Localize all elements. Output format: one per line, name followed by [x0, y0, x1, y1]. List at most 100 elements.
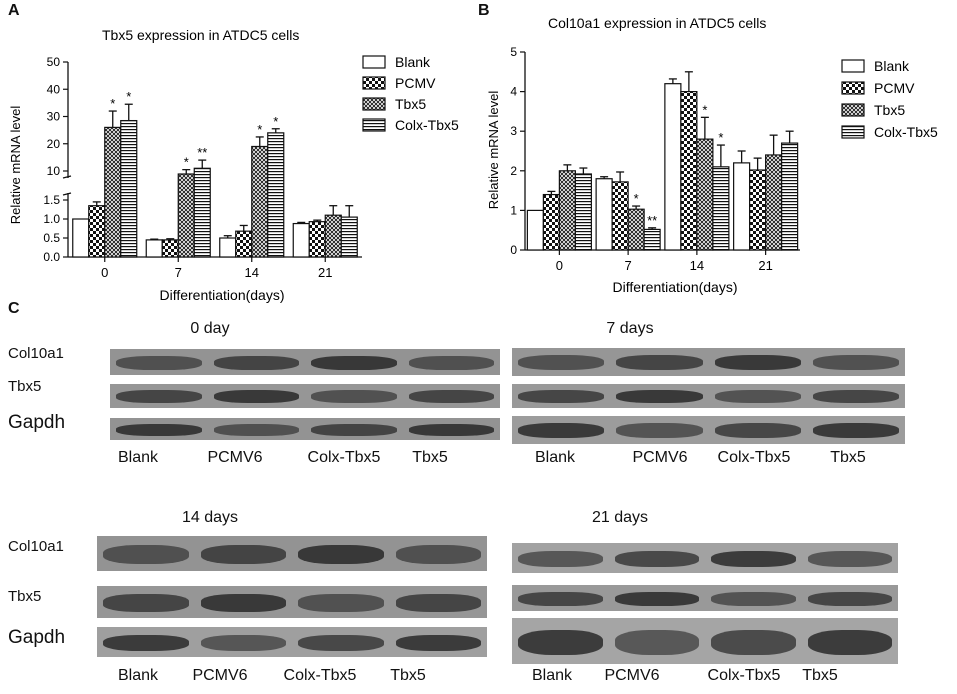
blot-lane-label: Tbx5 [802, 667, 838, 684]
chart-a-legend-swatch [362, 97, 386, 111]
chart-a-bar [251, 145, 269, 258]
blot-band [213, 390, 299, 404]
chart-a-bar [145, 239, 163, 258]
chart-b-bar [749, 169, 767, 251]
chart-b-title: Col10a1 expression in ATDC5 cells [548, 15, 766, 31]
blot-strip [97, 586, 487, 618]
blot-lane-label: Blank [117, 449, 159, 466]
blot-row-label: Col10a1 [8, 345, 64, 362]
chart-a-axis-break-mark [62, 192, 72, 196]
blot-band [518, 390, 605, 404]
blot-lane-label: Blank [117, 667, 159, 684]
chart-a-xlabel: Differentiation(days) [159, 287, 284, 303]
chart-b-bar [712, 166, 730, 251]
chart-b-bar [611, 181, 629, 251]
blot-title: 21 days [591, 509, 649, 526]
chart-b-legend-swatch [841, 125, 865, 139]
chart-b-ytick-label: 3 [510, 124, 517, 138]
blot-lane-label: Tbx5 [412, 449, 448, 466]
chart-b-legend-label: Tbx5 [874, 102, 905, 118]
chart-a-ytick-label: 1.5 [43, 193, 60, 207]
chart-b-bar [558, 170, 576, 251]
blot-band [200, 544, 286, 564]
chart-b-ytick-label: 5 [510, 45, 517, 59]
blot-band [812, 390, 899, 404]
chart-a-legend-swatch [362, 118, 386, 132]
blot-row-label: Gapdh [8, 627, 66, 648]
chart-b-bar [733, 162, 751, 251]
blot-lane-label: PCMV6 [192, 667, 248, 684]
blot-title: 0 day [190, 320, 230, 337]
chart-b-ytick-label: 0 [510, 243, 517, 257]
blot-lane-label: Colx-Tbx5 [707, 667, 781, 684]
chart-b-bar [627, 208, 645, 251]
chart-a-axis-break-gap [64, 178, 72, 193]
blot-strip [512, 348, 905, 376]
chart-b-significance-mark: * [634, 191, 639, 206]
blot-lane-label: Colx-Tbx5 [307, 449, 381, 466]
chart-a-bar [193, 167, 211, 258]
chart-a-bar [308, 221, 326, 258]
blot-lane-label: Tbx5 [830, 449, 866, 466]
blot-band [616, 390, 703, 404]
chart-a-bar [120, 119, 138, 258]
blot-band [408, 355, 494, 370]
chart-a-legend-label: Colx-Tbx5 [395, 117, 459, 133]
blot-band [614, 550, 699, 567]
chart-a-bar [161, 239, 179, 258]
chart-b-significance-mark: ** [647, 213, 657, 228]
chart-a-significance-mark: * [273, 114, 278, 129]
chart-b-bar [643, 228, 661, 251]
blot-band [116, 355, 202, 370]
blot-band [812, 355, 899, 371]
blot-row-label: Tbx5 [8, 378, 42, 395]
blot-band [103, 634, 189, 651]
chart-a-bar [324, 214, 342, 258]
blot-band [298, 634, 384, 651]
chart-a-bar [235, 230, 253, 258]
blot-strip [512, 543, 898, 573]
blot-band [200, 634, 286, 651]
chart-a-bar [267, 132, 285, 258]
blot-strip [110, 418, 500, 440]
blot-band [714, 423, 801, 439]
chart-a-axis-break-mark [62, 175, 72, 179]
chart-a-significance-mark: * [110, 96, 115, 111]
blot-title: 14 days [181, 509, 239, 526]
blot-band [116, 423, 202, 436]
blot-band [103, 544, 189, 564]
blot-band [807, 591, 892, 606]
chart-b-bar [542, 193, 560, 251]
chart-b-bar [574, 173, 592, 251]
blot-band [807, 550, 892, 567]
panel-label-c: C [8, 300, 20, 317]
blot-title: 7 days [606, 320, 654, 337]
blot-row-label: Col10a1 [8, 538, 64, 555]
blot-band [408, 390, 494, 404]
chart-a-bar [219, 237, 237, 258]
blot-band [518, 591, 603, 606]
chart-a-bar [340, 216, 358, 258]
blot-band [116, 390, 202, 404]
chart-a-ytick-label: 50 [47, 55, 61, 69]
chart-a-bar [292, 222, 310, 258]
blot-strip [110, 349, 500, 375]
chart-a-significance-mark: * [257, 122, 262, 137]
blot-band [213, 423, 299, 436]
chart-b-bar [664, 83, 682, 251]
blot-lane-label: Colx-Tbx5 [283, 667, 357, 684]
blot-lane-label: PCMV6 [632, 449, 688, 466]
chart-a-bar [88, 205, 106, 258]
chart-b-xlabel: Differentiation(days) [612, 279, 737, 295]
blot-band [711, 629, 796, 655]
chart-b-legend-swatch [841, 59, 865, 73]
chart-a-legend-label: Blank [395, 54, 431, 70]
chart-b-bar [765, 154, 783, 251]
chart-a-significance-mark: * [184, 155, 189, 170]
blot-band [614, 629, 699, 655]
blot-strip [512, 618, 898, 664]
blot-lane-label: PCMV6 [207, 449, 263, 466]
chart-b-legend-swatch [841, 103, 865, 117]
chart-a-ytick-label: 0.5 [43, 231, 60, 245]
blot-band [518, 629, 603, 655]
